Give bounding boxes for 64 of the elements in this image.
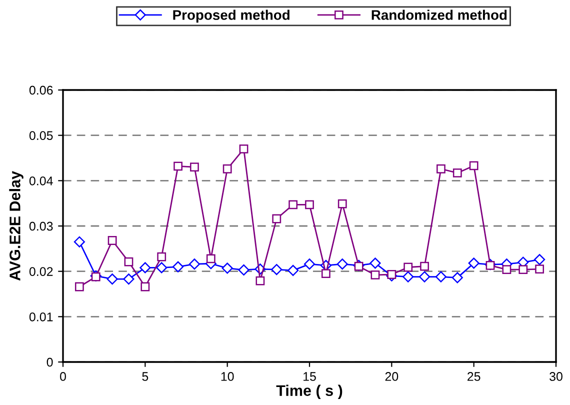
point bbox=[140, 262, 151, 274]
point bbox=[452, 168, 462, 178]
point bbox=[74, 236, 85, 248]
y-axis-title: AVG.E2E Delay bbox=[9, 171, 24, 281]
point bbox=[174, 162, 182, 171]
point bbox=[124, 257, 134, 266]
point bbox=[272, 214, 282, 224]
y-tick-label: 0.04 bbox=[29, 176, 53, 186]
x-axis-title: Time ( s ) bbox=[276, 384, 342, 400]
point bbox=[123, 274, 134, 285]
point bbox=[108, 236, 117, 245]
point bbox=[188, 258, 200, 270]
point bbox=[321, 269, 330, 278]
point bbox=[402, 271, 414, 282]
point bbox=[534, 254, 546, 266]
point bbox=[172, 261, 184, 272]
y-tick-label: 0.05 bbox=[29, 131, 53, 140]
point bbox=[222, 262, 233, 274]
point bbox=[305, 200, 314, 210]
point bbox=[404, 262, 413, 272]
point bbox=[535, 264, 544, 274]
point bbox=[140, 282, 150, 292]
point bbox=[420, 262, 429, 271]
point bbox=[156, 262, 168, 274]
point bbox=[435, 271, 446, 282]
point bbox=[502, 265, 512, 274]
point bbox=[336, 258, 348, 270]
x-tick-label: 15 bbox=[304, 372, 316, 381]
x-tick-label: 25 bbox=[468, 372, 480, 381]
point bbox=[238, 264, 250, 276]
x-tick-label: 5 bbox=[142, 372, 148, 381]
y-tick-label: 0.06 bbox=[29, 86, 53, 95]
y-tick-label: 0 bbox=[46, 358, 53, 367]
point bbox=[304, 258, 316, 270]
point bbox=[271, 264, 282, 276]
point bbox=[206, 254, 216, 264]
point bbox=[222, 164, 232, 174]
y-tick-label: 0.02 bbox=[29, 267, 53, 276]
point bbox=[468, 258, 480, 269]
point bbox=[288, 200, 298, 210]
point bbox=[419, 271, 430, 282]
legend-label: Randomized method bbox=[372, 10, 507, 20]
legend-label: Proposed method bbox=[173, 10, 290, 23]
y-tick-label: 0.01 bbox=[29, 312, 53, 322]
point bbox=[106, 274, 118, 285]
y-tick-label: 0.03 bbox=[29, 222, 53, 231]
point bbox=[370, 270, 380, 280]
point bbox=[387, 270, 396, 279]
point bbox=[157, 252, 166, 262]
x-tick-label: 30 bbox=[550, 372, 562, 381]
point bbox=[436, 164, 446, 174]
point bbox=[452, 272, 463, 284]
point bbox=[518, 265, 528, 274]
x-tick-label: 0 bbox=[60, 372, 66, 381]
point bbox=[370, 258, 381, 269]
x-tick-label: 10 bbox=[221, 372, 234, 381]
point bbox=[239, 144, 248, 154]
x-tick-label: 20 bbox=[385, 372, 398, 381]
point bbox=[256, 276, 265, 286]
point bbox=[338, 199, 347, 208]
point bbox=[469, 161, 478, 170]
point bbox=[190, 162, 199, 172]
point bbox=[288, 264, 299, 276]
point bbox=[74, 282, 84, 292]
